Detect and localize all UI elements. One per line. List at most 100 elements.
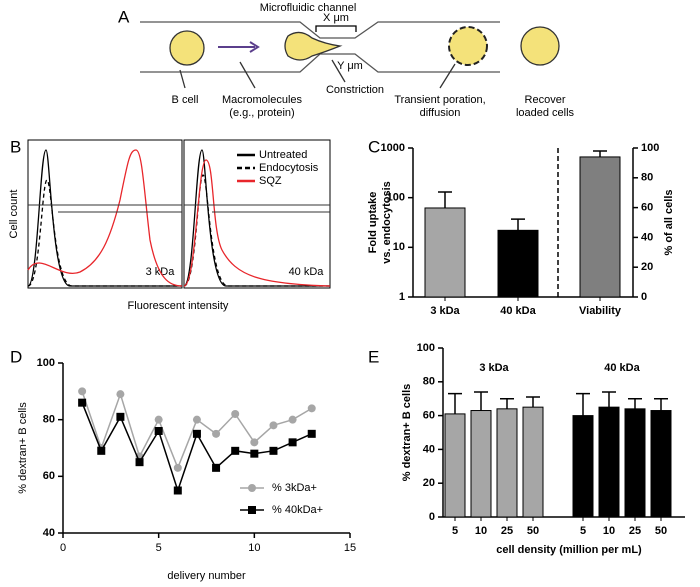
- x-tick-label: 25: [629, 525, 641, 537]
- x-tick-label: 5: [452, 525, 458, 537]
- marker: [250, 438, 259, 447]
- x-tick-label: 10: [475, 525, 487, 537]
- x-tick-label: 50: [655, 525, 667, 537]
- histogram-frame: [27, 139, 183, 289]
- error-bar: [511, 218, 525, 231]
- histogram-curve: [183, 149, 330, 287]
- legend-marker: [248, 484, 256, 492]
- channel-wall: [140, 21, 500, 39]
- bar: [496, 408, 518, 518]
- diagram-label: Transient poration,: [394, 94, 485, 106]
- marker: [250, 449, 259, 458]
- y-tick-label: 40: [423, 443, 435, 455]
- legend-label: % 3kDa+: [272, 482, 317, 494]
- panel-label: B: [10, 137, 21, 156]
- legend-label: % 40kDa+: [272, 504, 323, 516]
- axis-label: Cell count: [8, 190, 20, 239]
- x-tick-label: 15: [344, 542, 356, 554]
- diagram-label: B cell: [172, 94, 199, 106]
- marker: [231, 446, 240, 455]
- histogram-curve: [27, 179, 182, 287]
- arrow-head: [249, 41, 260, 53]
- diagram-label: Y μm: [337, 60, 363, 72]
- error-bar: [438, 191, 452, 208]
- cell: [169, 30, 205, 66]
- marker: [307, 404, 316, 413]
- x-tick-label: Viability: [579, 305, 622, 317]
- y-tick-label: 80: [423, 376, 435, 388]
- y-tick-label: 80: [641, 172, 653, 184]
- legend-label: SQZ: [259, 175, 282, 187]
- panel-label: A: [118, 7, 130, 26]
- marker: [135, 458, 144, 467]
- y-tick-label: 20: [641, 261, 653, 273]
- x-tick-label: 5: [156, 542, 162, 554]
- diagram-label: Constriction: [326, 84, 384, 96]
- bar: [424, 207, 466, 298]
- y-tick-label: 60: [641, 202, 653, 214]
- marker: [212, 463, 221, 472]
- marker: [116, 412, 125, 421]
- panel-label: C: [368, 137, 380, 156]
- marker: [212, 429, 221, 438]
- legend-label: Untreated: [259, 149, 307, 161]
- y-tick-label: 40: [641, 231, 653, 243]
- marker: [78, 398, 87, 407]
- axis-label: % dextran+ B cells: [17, 402, 29, 494]
- axis-label: Fold uptake: [367, 192, 379, 254]
- marker: [192, 429, 201, 438]
- y-tick-label: 0: [641, 291, 647, 303]
- group-label: 3 kDa: [479, 362, 509, 374]
- series-line: [81, 391, 313, 470]
- histogram-curve: [27, 149, 183, 287]
- panel-name: 40 kDa: [289, 266, 325, 278]
- error-bar: [526, 396, 540, 408]
- axis-label: % of all cells: [663, 189, 675, 255]
- histogram-curve: [27, 149, 182, 287]
- group-label: 40 kDa: [604, 362, 640, 374]
- y-tick-label: 100: [641, 142, 659, 154]
- y-tick-label: 80: [43, 414, 55, 426]
- marker: [231, 410, 240, 418]
- error-bar: [576, 392, 590, 416]
- marker: [307, 429, 316, 438]
- bar: [470, 410, 492, 518]
- marker: [78, 387, 87, 396]
- marker: [173, 486, 182, 495]
- panel-label: E: [368, 347, 379, 366]
- x-tick-label: 0: [60, 542, 66, 554]
- error-bar: [474, 391, 488, 411]
- bar: [650, 410, 672, 518]
- bar: [497, 229, 539, 298]
- x-tick-label: 25: [501, 525, 513, 537]
- diagram: [140, 21, 560, 89]
- y-tick-label: 100: [387, 192, 405, 204]
- x-tick-label: 3 kDa: [430, 305, 460, 317]
- axis-label: % dextran+ B cells: [401, 384, 413, 482]
- channel-wall: [140, 53, 500, 73]
- bar: [522, 406, 544, 518]
- diagram-label: loaded cells: [516, 107, 575, 119]
- diagram-label: diffusion: [420, 107, 461, 119]
- y-tick-label: 1: [399, 291, 405, 303]
- y-tick-label: 40: [43, 527, 55, 539]
- x-tick-label: 10: [603, 525, 615, 537]
- histogram-curve: [183, 159, 331, 287]
- cell: [520, 26, 560, 66]
- histogram-frame: [183, 139, 331, 289]
- error-bar: [654, 397, 668, 411]
- y-tick-label: 100: [417, 342, 435, 354]
- x-tick-label: 50: [527, 525, 539, 537]
- marker: [154, 427, 163, 435]
- bar: [598, 406, 620, 518]
- x-tick-label: 40 kDa: [500, 305, 536, 317]
- bar: [624, 408, 646, 518]
- axis-label: cell density (million per mL): [496, 544, 642, 556]
- error-bar: [602, 391, 616, 408]
- x-tick-label: 5: [580, 525, 586, 537]
- diagram-label: (e.g., protein): [229, 107, 294, 119]
- panel-label: D: [10, 347, 22, 366]
- error-bar: [448, 392, 462, 414]
- diagram-label: X μm: [323, 12, 349, 24]
